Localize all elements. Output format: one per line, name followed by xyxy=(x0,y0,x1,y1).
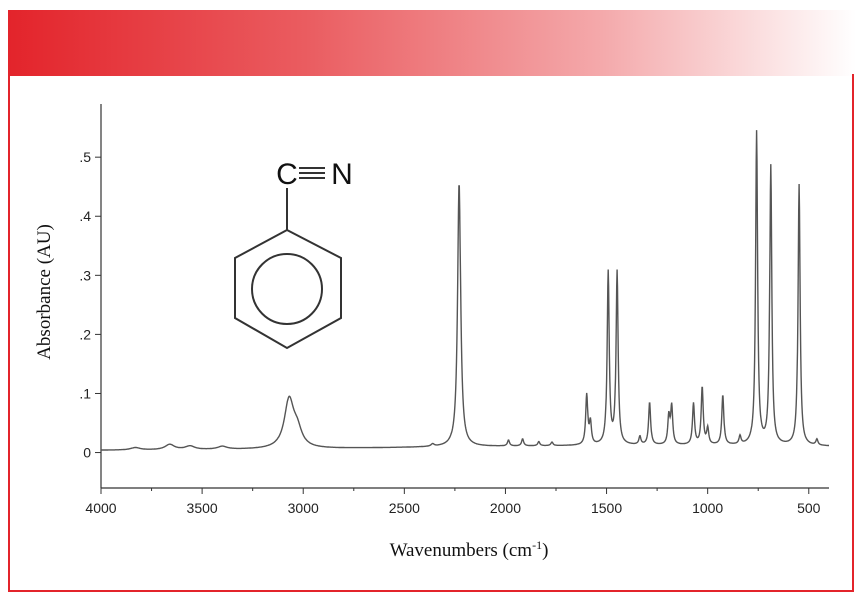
aromatic-circle xyxy=(251,253,323,325)
figure-frame xyxy=(8,74,854,592)
y-axis-title: Absorbance (AU) xyxy=(34,224,55,360)
x-tick-label: 3500 xyxy=(187,500,218,516)
benzene-ring xyxy=(234,228,342,350)
y-tick-label: .1 xyxy=(79,385,91,401)
y-tick-label: .4 xyxy=(79,208,91,224)
nitrogen-atom-label: N xyxy=(331,158,353,191)
x-tick-label: 4000 xyxy=(85,500,116,516)
x-tick-label: 1500 xyxy=(591,500,622,516)
y-tick-label: .5 xyxy=(79,149,91,165)
axes xyxy=(100,104,829,489)
x-axis-ticks: 4000 3500 3000 2500 2000 1500 1000 500 xyxy=(85,488,821,516)
y-tick-label: 0 xyxy=(83,445,91,461)
x-tick-label: 2000 xyxy=(490,500,521,516)
y-tick-label: .2 xyxy=(79,326,91,342)
benzonitrile-structure xyxy=(234,167,342,350)
absorbance-spectrum-line xyxy=(101,130,829,451)
x-tick-label: 500 xyxy=(797,500,821,516)
x-axis-title: Wavenumbers (cm-1) xyxy=(390,538,549,561)
x-tick-label: 2500 xyxy=(389,500,420,516)
carbon-atom-label: C xyxy=(276,158,298,191)
x-tick-label: 1000 xyxy=(692,500,723,516)
x-tick-label: 3000 xyxy=(288,500,319,516)
y-tick-label: .3 xyxy=(79,267,91,283)
header-banner xyxy=(8,10,856,76)
y-axis-ticks: 0 .1 .2 .3 .4 .5 xyxy=(79,149,101,461)
